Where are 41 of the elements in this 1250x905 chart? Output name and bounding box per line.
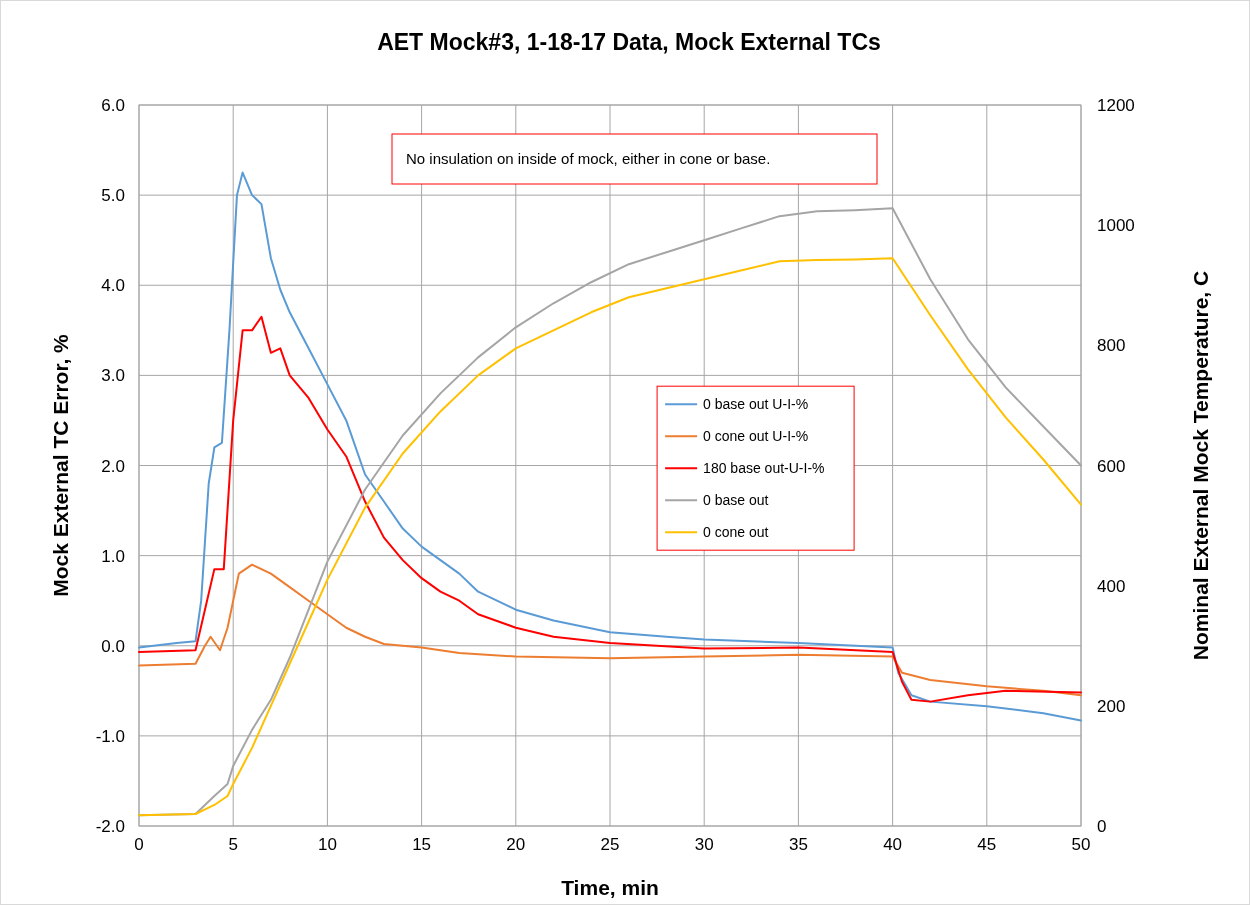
line-series [138, 563, 1082, 697]
y-tick-label: -1.0 [95, 726, 125, 746]
line-series [138, 315, 1082, 703]
y2-tick-label: 400 [1097, 576, 1126, 596]
x-tick-label: 45 [977, 835, 997, 854]
x-tick-label: 35 [788, 835, 808, 854]
x-tick-label: 15 [412, 835, 432, 854]
chart-title: AET Mock#3, 1-18-17 Data, Mock External TCs [377, 29, 881, 55]
y2-tick-label: 1200 [1097, 96, 1135, 115]
x-tick-label: 50 [1071, 835, 1091, 854]
y-tick-label: -2.0 [95, 817, 125, 836]
note-box: No insulation on inside of mock, either in cone or base. [391, 133, 878, 185]
legend-label: 0 base out [703, 492, 769, 509]
y-tick-label: 4.0 [101, 276, 125, 296]
y-tick-label: 3.0 [101, 366, 125, 386]
y2-axis-title: Nominal External Mock Temperature, C [1189, 270, 1212, 661]
y-tick-label: 6.0 [101, 96, 125, 115]
x-tick-label: 30 [694, 835, 714, 854]
y2-tick-label: 200 [1097, 696, 1126, 716]
y-tick-label: 0.0 [101, 636, 125, 656]
y2-tick-label: 800 [1097, 336, 1126, 356]
y-tick-label: 1.0 [101, 546, 125, 566]
y-tick-label: 5.0 [101, 186, 125, 206]
x-tick-label: 0 [134, 835, 144, 854]
x-tick-label: 5 [228, 835, 238, 854]
line-series [138, 171, 1082, 722]
y2-tick-label: 600 [1097, 456, 1126, 476]
legend-label: 180 base out-U-I-% [703, 460, 825, 477]
x-tick-label: 10 [317, 835, 337, 854]
legend-label: 0 cone out U-I-% [703, 428, 809, 445]
x-tick-label: 20 [506, 835, 526, 854]
annotation: No insulation on inside of mock, either in cone or base. [406, 150, 771, 167]
x-tick-label: 40 [883, 835, 903, 854]
legend-label: 0 cone out [703, 524, 769, 541]
x-tick-label: 25 [600, 835, 620, 854]
y2-tick-label: 1000 [1097, 216, 1135, 236]
x-axis-title: Time, min [561, 876, 659, 899]
y-tick-label: 2.0 [101, 456, 125, 476]
y-axis-title: Mock External TC Error, % [49, 333, 72, 597]
legend-label: 0 base out U-I-% [703, 396, 809, 413]
y2-tick-label: 0 [1097, 817, 1107, 836]
